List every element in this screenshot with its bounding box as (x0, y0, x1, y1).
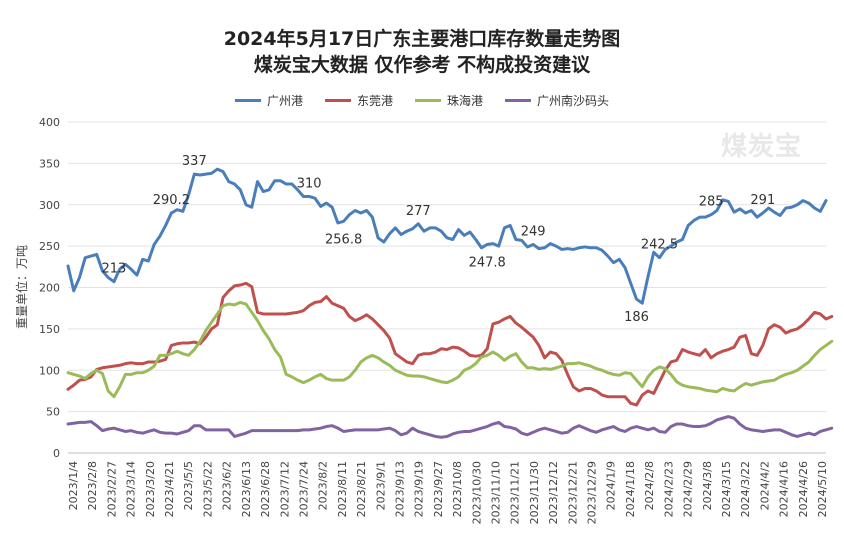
series-line-0 (66, 167, 828, 305)
x-tick-label: 2024/1/18 (624, 461, 637, 517)
x-tick-label: 2023/12/29 (586, 461, 599, 524)
x-tick-label: 2023/9/19 (413, 461, 426, 517)
x-tick-label: 2023/12/12 (547, 461, 560, 524)
data-label: 277 (406, 204, 431, 219)
y-tick-label: 200 (39, 282, 60, 295)
x-tick-label: 2024/1/9 (605, 461, 618, 510)
y-tick-label: 50 (46, 406, 60, 419)
data-label: 291 (750, 193, 775, 208)
x-tick-label: 2023/5/5 (182, 461, 195, 510)
x-tick-label: 2024/3/22 (739, 461, 752, 517)
legend-label-zhuhai: 珠海港 (447, 94, 484, 108)
series-lines (66, 167, 834, 439)
x-tick-label: 2023/10/8 (451, 461, 464, 517)
x-tick-label: 2023/10/30 (470, 461, 483, 524)
series-line-3 (66, 415, 834, 439)
x-tick-label: 2023/12/21 (566, 461, 579, 524)
legend-label-guangzhou: 广州港 (266, 94, 303, 108)
x-tick-label: 2023/11/21 (509, 461, 522, 524)
x-tick-label: 2024/4/26 (797, 461, 810, 517)
data-label: 337 (182, 154, 207, 169)
y-tick-label: 350 (39, 157, 60, 170)
x-tick-label: 2023/2/27 (105, 461, 118, 517)
data-label: 186 (624, 310, 649, 325)
x-tick-label: 2023/6/28 (259, 461, 272, 517)
x-axis: 2023/1/4 2023/2/8 2023/2/27 2023/3/14 2023/3… (67, 461, 829, 524)
y-tick-label: 150 (39, 323, 60, 336)
data-label: 305 (825, 0, 844, 4)
x-tick-label: 2023/9/27 (432, 461, 445, 517)
x-tick-label: 2024/4/2 (758, 461, 771, 510)
x-tick-label: 2023/9/1 (374, 461, 387, 510)
y-axis: 0 50 100 150 200 250 300 350 400 (39, 116, 60, 460)
x-tick-label: 2024/2/8 (643, 461, 656, 510)
legend-item-dongguan[interactable]: 东莞港 (324, 92, 393, 109)
data-label: 213 (102, 262, 127, 277)
x-tick-label: 2024/5/10 (816, 461, 829, 517)
x-tick-label: 2023/9/13 (393, 461, 406, 517)
x-tick-label: 2023/8/11 (336, 461, 349, 517)
legend-item-nansha[interactable]: 广州南沙码头 (505, 92, 609, 109)
y-tick-label: 300 (39, 199, 60, 212)
data-label: 285 (699, 195, 724, 210)
data-label: 249 (521, 224, 546, 239)
data-label: 310 (297, 176, 322, 191)
x-tick-label: 2023/8/2 (317, 461, 330, 510)
y-tick-label: 400 (39, 116, 60, 129)
legend-swatch-guangzhou (234, 99, 261, 102)
x-tick-label: 2023/8/21 (355, 461, 368, 517)
chart-title: 2024年5月17日广东主要港口库存数量走势图 (223, 28, 621, 50)
x-tick-label: 2023/11/10 (490, 461, 503, 524)
chart-subtitle: 煤炭宝大数据 仅作参考 不构成投资建议 (253, 54, 591, 76)
x-tick-label: 2023/2/8 (86, 461, 99, 510)
x-tick-label: 2023/4/21 (163, 461, 176, 517)
x-tick-label: 2024/3/15 (720, 461, 733, 517)
x-tick-label: 2023/1/4 (67, 461, 80, 510)
x-tick-label: 2024/3/8 (701, 461, 714, 510)
y-tick-label: 0 (53, 447, 60, 460)
x-tick-label: 2023/6/13 (240, 461, 253, 517)
legend-label-nansha: 广州南沙码头 (537, 94, 610, 108)
x-tick-label: 2023/7/24 (297, 461, 310, 517)
legend-label-dongguan: 东莞港 (356, 94, 393, 108)
x-tick-label: 2023/6/2 (221, 461, 234, 510)
y-tick-label: 100 (39, 364, 60, 377)
watermark-logo: 煤炭宝 (720, 132, 802, 162)
x-tick-label: 2023/11/30 (528, 461, 541, 524)
data-label: 256.8 (325, 232, 362, 247)
x-tick-label: 2023/3/14 (125, 461, 138, 517)
data-label: 242.5 (641, 238, 678, 253)
series-line-1 (66, 281, 834, 407)
legend-swatch-nansha (505, 99, 532, 102)
x-tick-label: 2024/2/29 (682, 461, 695, 517)
y-tick-label: 250 (39, 240, 60, 253)
legend-item-guangzhou[interactable]: 广州港 (234, 92, 303, 109)
legend-swatch-dongguan (324, 99, 351, 102)
x-tick-label: 2024/2/23 (662, 461, 675, 517)
legend-item-zhuhai[interactable]: 珠海港 (415, 92, 483, 109)
gridlines (68, 121, 826, 454)
x-tick-label: 2024/4/16 (778, 461, 791, 517)
x-tick-label: 2023/5/22 (201, 461, 214, 517)
data-labels: 213 290.2 337 310 256.8 277 247.8 249 186 242.5 28… (102, 0, 844, 325)
data-label: 247.8 (469, 255, 506, 270)
legend: 广州港 东莞港 珠海港 广州南沙码头 (0, 92, 844, 109)
series-line-2 (66, 300, 834, 399)
data-label: 290.2 (153, 193, 190, 208)
x-tick-label: 2023/3/20 (144, 461, 157, 517)
legend-swatch-zhuhai (415, 99, 441, 102)
y-axis-label: 重量单位：万吨 (14, 245, 29, 329)
x-tick-label: 2023/7/12 (278, 461, 291, 517)
